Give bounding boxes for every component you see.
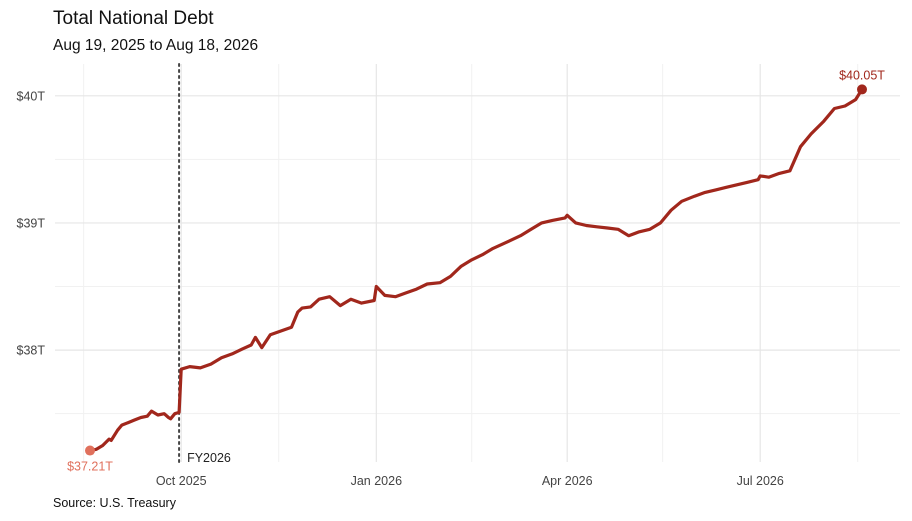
y-tick-label: $40T: [17, 89, 46, 103]
chart-title: Total National Debt: [53, 8, 214, 29]
series-line-total-debt: [88, 87, 864, 453]
axes: $38T $39T $40T Oct 2025 Jan 2026 Apr 2026 Jul …: [17, 89, 784, 488]
y-tick-label: $38T: [17, 344, 46, 358]
grid: [55, 63, 900, 463]
series-layer: [88, 87, 864, 453]
x-tick-label: Apr 2026: [542, 474, 593, 488]
y-tick-label: $39T: [17, 216, 46, 230]
end-point-label: $40.05T: [839, 68, 885, 82]
x-tick-label: Jul 2026: [737, 474, 784, 488]
end-point-marker: [857, 84, 867, 95]
fiscal-year-marker-label: FY2026: [187, 451, 231, 465]
chart-source: Source: U.S. Treasury: [53, 496, 177, 510]
x-tick-label: Jan 2026: [351, 474, 402, 488]
x-tick-label: Oct 2025: [156, 474, 207, 488]
chart-subtitle: Aug 19, 2025 to Aug 18, 2026: [53, 37, 258, 54]
markers: $37.21T $40.05T: [67, 68, 885, 473]
start-point-marker: [85, 445, 95, 456]
start-point-label: $37.21T: [67, 460, 113, 474]
